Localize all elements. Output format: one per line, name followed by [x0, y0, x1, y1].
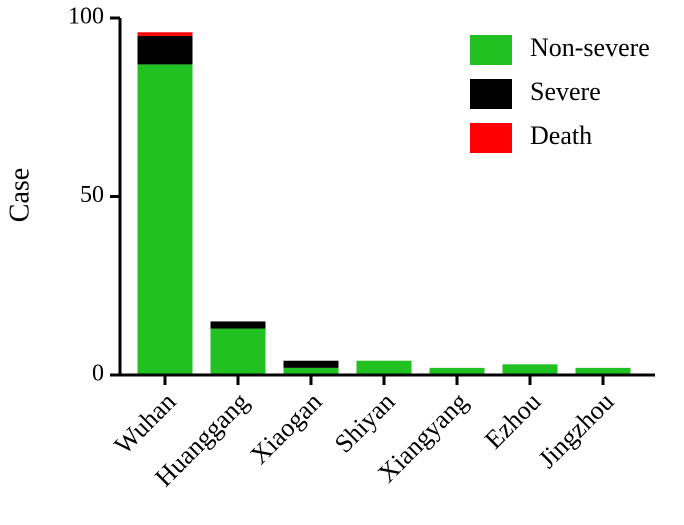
bar-segment [429, 367, 485, 375]
legend-label: Severe [530, 77, 601, 106]
bar-segment [283, 360, 339, 368]
bar-segment [575, 367, 631, 375]
legend-label: Non-severe [530, 33, 650, 62]
bar-segment [210, 321, 266, 329]
bar-segment [137, 32, 193, 36]
x-tick-label: Xiaogan [245, 387, 328, 470]
bar-segment [137, 64, 193, 375]
bar-segment [356, 360, 412, 375]
legend-swatch [470, 123, 512, 153]
bar-segment [502, 364, 558, 375]
legend-label: Death [530, 121, 592, 150]
x-tick-label: Wuhan [109, 387, 182, 460]
x-tick-label: Shiyan [329, 387, 401, 459]
x-tick-label: Ezhou [479, 387, 546, 454]
y-tick-label: 50 [80, 182, 104, 208]
bar-segment [283, 367, 339, 375]
legend-swatch [470, 79, 512, 109]
x-tick-label: Jingzhou [533, 387, 620, 474]
y-tick-label: 0 [92, 361, 104, 387]
y-axis-label: Case [4, 168, 35, 222]
y-tick-label: 100 [68, 4, 104, 30]
legend-swatch [470, 35, 512, 65]
bar-segment [210, 328, 266, 375]
bar-segment [137, 35, 193, 65]
